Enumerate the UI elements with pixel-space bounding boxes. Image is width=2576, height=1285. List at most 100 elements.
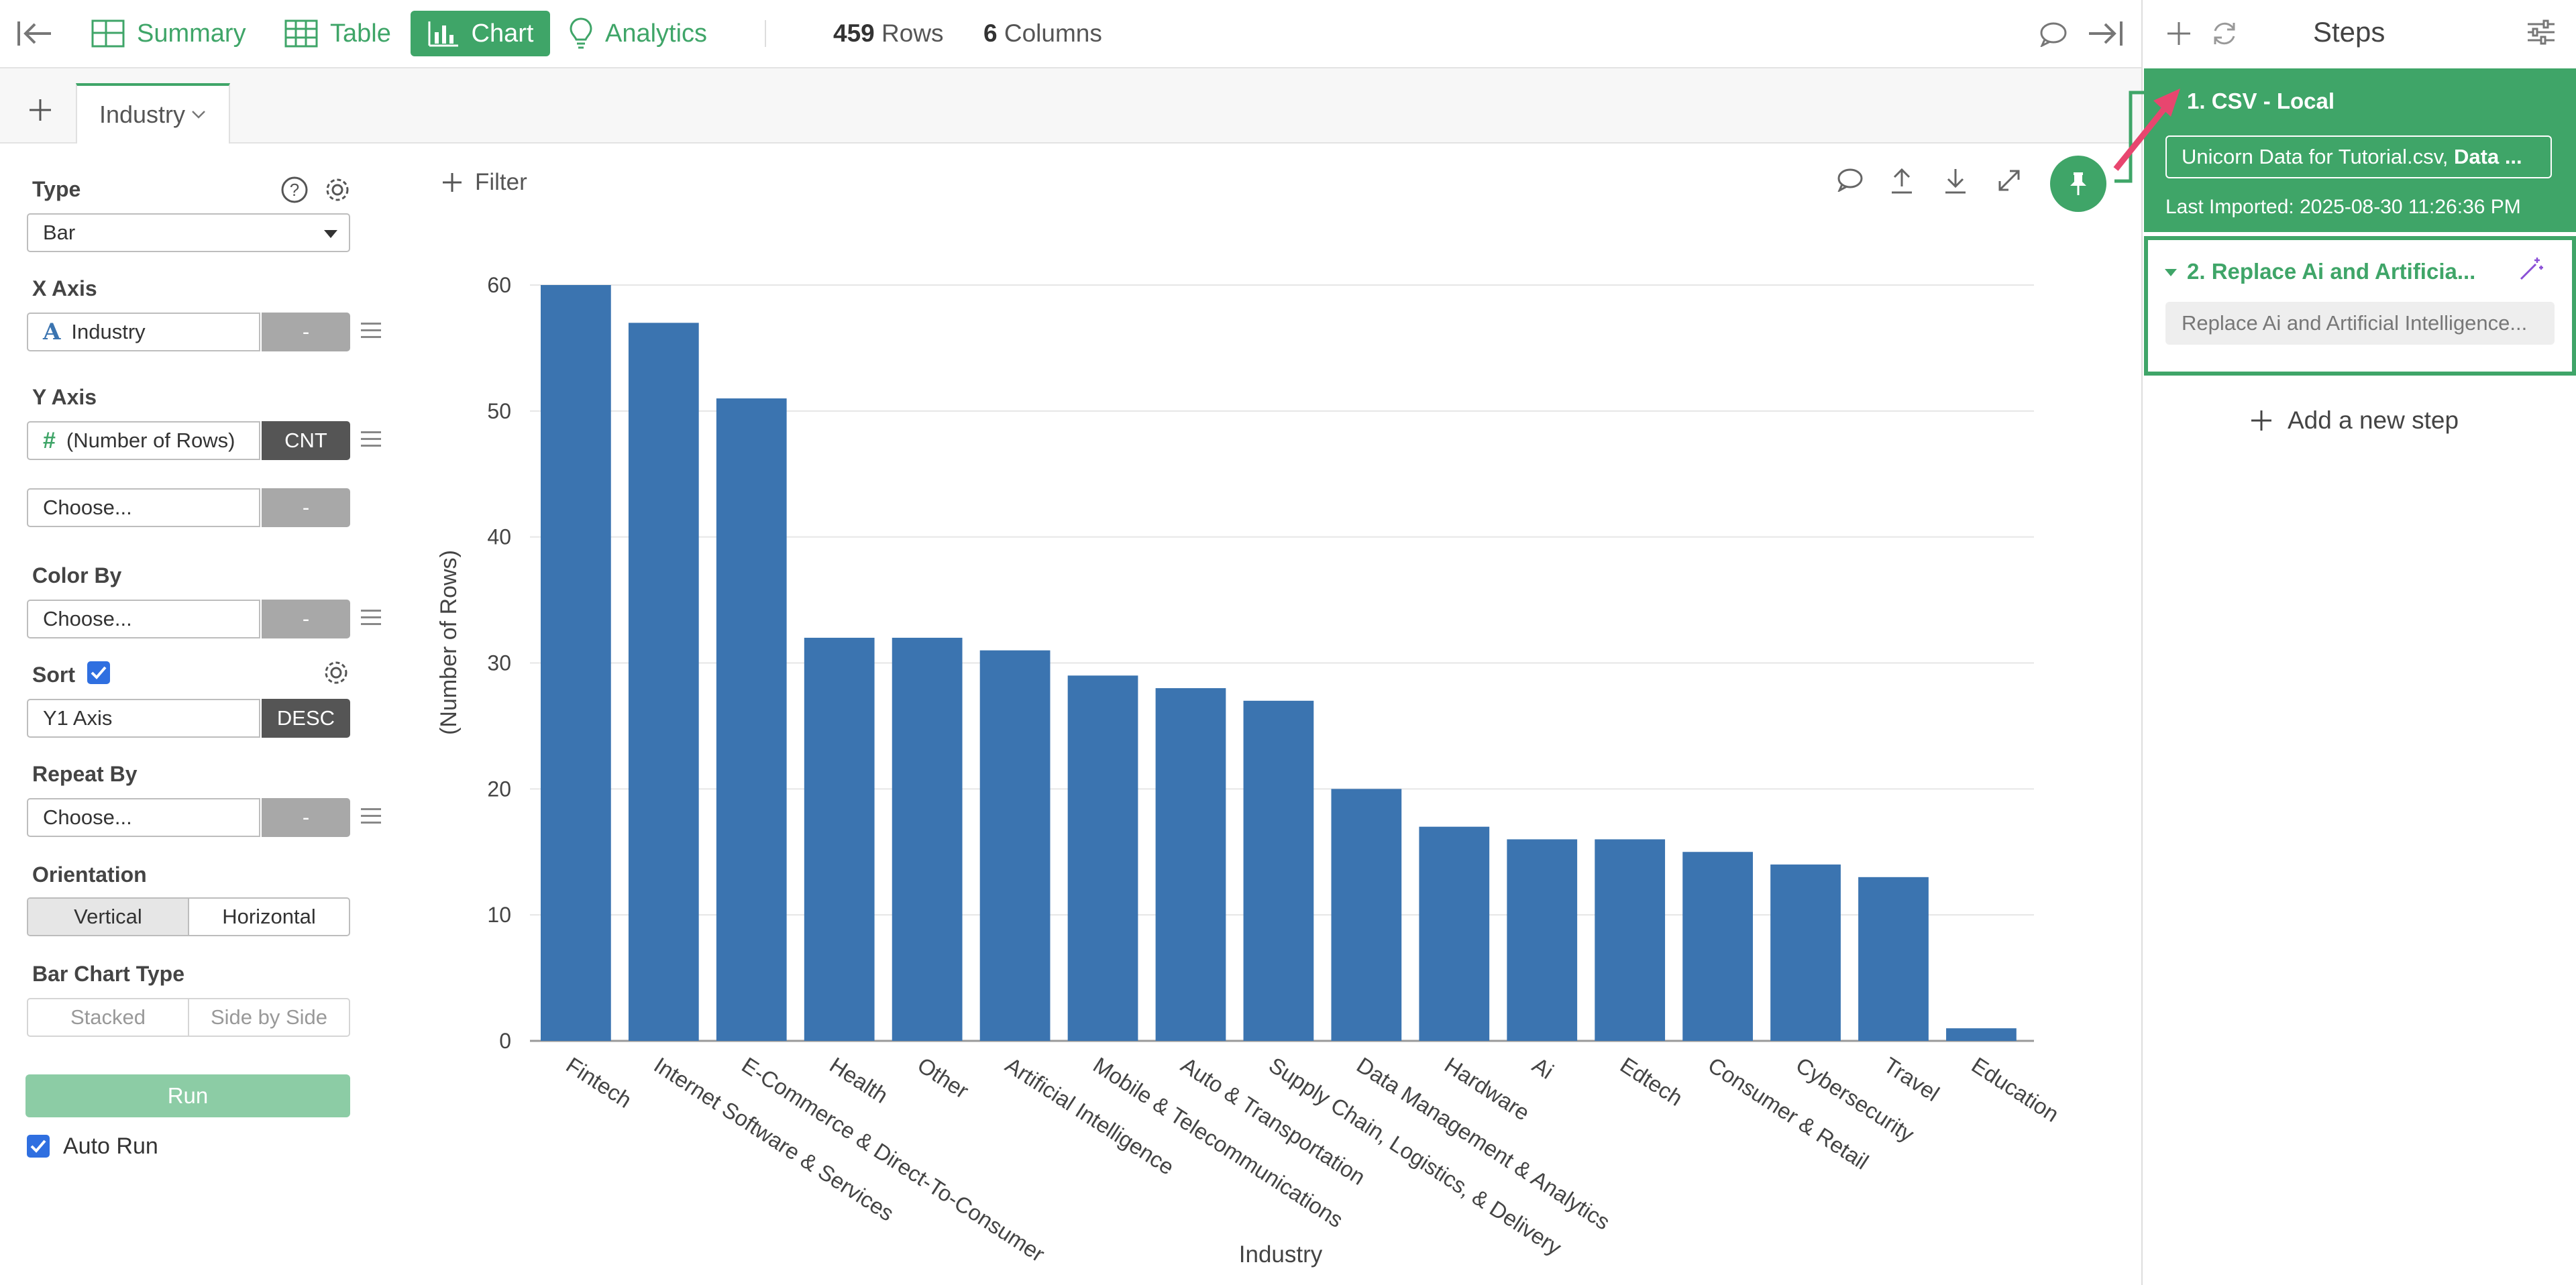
chart-tab-label: Industry xyxy=(99,101,186,128)
collapse-left-icon[interactable] xyxy=(16,19,54,52)
bar[interactable] xyxy=(1682,852,1753,1041)
steps-settings-sliders-icon[interactable] xyxy=(2526,19,2556,49)
y-axis-agg-button[interactable]: CNT xyxy=(262,421,350,460)
orientation-horizontal-option[interactable]: Horizontal xyxy=(188,899,349,935)
color-by-agg-button[interactable]: - xyxy=(262,600,350,638)
y-tick-label: 20 xyxy=(487,777,511,801)
auto-run-checkbox[interactable] xyxy=(27,1135,50,1158)
y-tick-label: 10 xyxy=(487,903,511,927)
bar[interactable] xyxy=(1331,789,1402,1041)
color-by-value: Choose... xyxy=(43,607,132,630)
orientation-toggle: Vertical Horizontal xyxy=(27,897,350,936)
sort-checkbox[interactable] xyxy=(87,661,110,684)
bar-type-side-by-side-option[interactable]: Side by Side xyxy=(188,999,349,1036)
repeat-by-field[interactable]: Choose... xyxy=(27,798,260,837)
chart-tab-industry[interactable]: Industry xyxy=(76,83,230,144)
x-tick-label: Health xyxy=(825,1052,892,1108)
sort-field[interactable]: Y1 Axis xyxy=(27,699,260,738)
color-by-field[interactable]: Choose... xyxy=(27,600,260,638)
sort-settings-gear-icon[interactable] xyxy=(322,659,350,690)
add-filter-button[interactable]: Filter xyxy=(441,169,527,196)
plus-icon xyxy=(2251,410,2271,431)
bar-chart-icon xyxy=(428,21,458,47)
bar[interactable] xyxy=(1067,675,1138,1041)
sort-label: Sort xyxy=(32,663,75,687)
x-axis-title: Industry xyxy=(1239,1241,1323,1268)
steps-title: Steps xyxy=(2313,16,2385,48)
rows-count: 459 xyxy=(833,19,875,47)
download-icon[interactable] xyxy=(1943,168,1968,198)
repeat-by-value: Choose... xyxy=(43,805,132,829)
y-axis-label: Y Axis xyxy=(32,385,97,409)
bar[interactable] xyxy=(1770,864,1841,1041)
comment-icon[interactable] xyxy=(2039,21,2068,50)
chart-type-select[interactable]: Bar xyxy=(27,213,350,252)
columns-count: 6 xyxy=(983,19,998,47)
expand-icon[interactable] xyxy=(1996,168,2022,197)
pin-button[interactable] xyxy=(2050,156,2106,212)
bar[interactable] xyxy=(1858,877,1929,1041)
table-icon xyxy=(284,19,318,48)
bar[interactable] xyxy=(1419,826,1490,1041)
repeat-by-menu-icon[interactable] xyxy=(361,808,381,828)
tab-summary-label: Summary xyxy=(137,19,246,48)
bar[interactable] xyxy=(1243,700,1314,1041)
y-axis-menu-icon[interactable] xyxy=(361,431,381,451)
sort-order-button[interactable]: DESC xyxy=(262,699,350,738)
bar-type-stacked-option[interactable]: Stacked xyxy=(70,1005,146,1029)
x-axis-field[interactable]: A Industry xyxy=(27,313,260,351)
chart-comment-icon[interactable] xyxy=(1837,168,1864,195)
x-axis-agg-button[interactable]: - xyxy=(262,313,350,351)
run-button[interactable]: Run xyxy=(25,1074,350,1117)
x-tick-label: Other xyxy=(913,1052,973,1103)
bar[interactable] xyxy=(1155,688,1226,1041)
tab-chart-label: Chart xyxy=(471,19,534,48)
tab-analytics[interactable]: Analytics xyxy=(569,11,707,56)
collapse-right-icon[interactable] xyxy=(2086,19,2124,52)
chevron-down-icon xyxy=(192,111,205,119)
orientation-label: Orientation xyxy=(32,862,147,887)
color-by-menu-icon[interactable] xyxy=(361,610,381,630)
bar[interactable] xyxy=(541,285,611,1041)
x-tick-label: Edtech xyxy=(1616,1052,1687,1111)
upload-icon[interactable] xyxy=(1889,168,1915,198)
y2-axis-value: Choose... xyxy=(43,496,132,519)
step-1-card[interactable]: 1. CSV - Local Unicorn Data for Tutorial… xyxy=(2144,68,2576,232)
orientation-vertical-option[interactable]: Vertical xyxy=(28,899,188,935)
y2-axis-field[interactable]: Choose... xyxy=(27,488,260,527)
add-step-plus-icon[interactable] xyxy=(2165,20,2192,50)
add-chart-tab-button[interactable] xyxy=(27,97,54,127)
repeat-by-label: Repeat By xyxy=(32,762,138,786)
bar[interactable] xyxy=(628,323,699,1042)
bar[interactable] xyxy=(804,637,875,1041)
y2-axis-agg-button[interactable]: - xyxy=(262,488,350,527)
bar[interactable] xyxy=(1946,1028,2017,1041)
bar[interactable] xyxy=(892,637,963,1041)
y-tick-label: 0 xyxy=(499,1029,511,1053)
magic-wand-icon[interactable] xyxy=(2517,256,2544,286)
bar[interactable] xyxy=(1507,839,1578,1041)
tab-table[interactable]: Table xyxy=(284,11,391,56)
bar[interactable] xyxy=(716,398,787,1041)
y-tick-label: 40 xyxy=(487,525,511,549)
step-2-card[interactable]: 2. Replace Ai and Artificia... Replace A… xyxy=(2144,236,2576,376)
tab-chart[interactable]: Chart xyxy=(411,11,550,56)
x-tick-label: Education xyxy=(1968,1052,2063,1127)
help-icon[interactable]: ? xyxy=(280,176,309,207)
add-new-step-button[interactable]: Add a new step xyxy=(2250,406,2459,435)
text-type-icon: A xyxy=(43,319,61,345)
auto-run-label: Auto Run xyxy=(63,1133,158,1159)
y-tick-label: 30 xyxy=(487,651,511,675)
x-axis-menu-icon[interactable] xyxy=(361,323,381,343)
type-settings-gear-icon[interactable] xyxy=(323,176,352,207)
refresh-icon[interactable] xyxy=(2210,19,2239,52)
bar[interactable] xyxy=(979,650,1051,1041)
step-2-detail[interactable]: Replace Ai and Artificial Intelligence..… xyxy=(2165,302,2555,345)
bar[interactable] xyxy=(1595,839,1666,1041)
y-axis-field[interactable]: # (Number of Rows) xyxy=(27,421,260,460)
step-1-detail[interactable]: Unicorn Data for Tutorial.csv, Data ... xyxy=(2165,135,2552,178)
x-axis-value: Industry xyxy=(71,320,146,343)
repeat-by-agg-button[interactable]: - xyxy=(262,798,350,837)
sort-value: Y1 Axis xyxy=(43,706,113,730)
tab-summary[interactable]: Summary xyxy=(91,11,246,56)
